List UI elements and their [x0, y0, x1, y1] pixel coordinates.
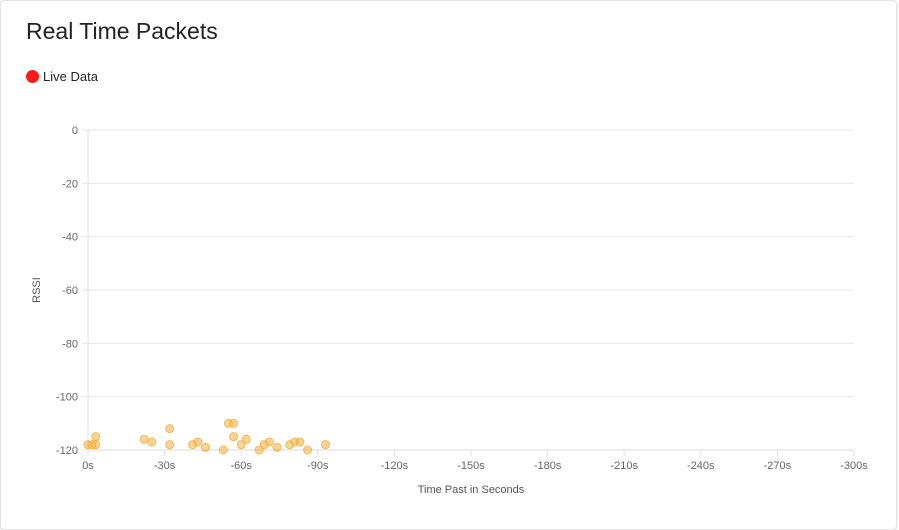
data-point[interactable] [264, 437, 274, 447]
x-tick-label: -180s [534, 460, 562, 472]
x-tick-label: -30s [154, 460, 176, 472]
x-axis-title: Time Past in Seconds [418, 484, 525, 496]
y-tick-label: -120 [56, 445, 78, 457]
data-point[interactable] [193, 437, 203, 447]
y-tick-label: -80 [62, 338, 78, 350]
data-point[interactable] [218, 445, 228, 455]
x-tick-label: 0s [82, 460, 94, 472]
x-tick-label: -270s [764, 460, 792, 472]
legend[interactable]: Live Data [26, 69, 98, 84]
chart-title: Real Time Packets [26, 18, 218, 44]
data-points [83, 418, 330, 455]
data-point[interactable] [165, 424, 175, 434]
data-point[interactable] [236, 440, 246, 450]
x-tick-label: -150s [457, 460, 485, 472]
x-tick-label: -300s [840, 460, 868, 472]
axes: 0 -20 -40 -60 -80 -100 -120 0s -30s -60s -90s -120s… [56, 125, 868, 472]
data-point[interactable] [320, 440, 330, 450]
x-tick-label: -240s [687, 460, 715, 472]
data-point[interactable] [295, 437, 305, 447]
legend-swatch [26, 70, 39, 83]
data-point[interactable] [303, 445, 313, 455]
data-point[interactable] [147, 437, 157, 447]
data-point[interactable] [229, 418, 239, 428]
data-point[interactable] [272, 442, 282, 452]
data-point[interactable] [200, 442, 210, 452]
y-axis-title: RSSI [31, 277, 43, 303]
data-point[interactable] [254, 445, 264, 455]
y-tick-label: -40 [62, 232, 78, 244]
legend-label: Live Data [43, 69, 98, 84]
x-tick-label: -120s [381, 460, 409, 472]
y-tick-label: -20 [62, 178, 78, 190]
y-tick-label: -60 [62, 285, 78, 297]
data-point[interactable] [139, 434, 149, 444]
data-point[interactable] [165, 440, 175, 450]
x-tick-label: -60s [230, 460, 252, 472]
data-point[interactable] [91, 432, 101, 442]
grid [82, 129, 855, 456]
y-tick-label: -100 [56, 392, 78, 404]
data-point[interactable] [241, 434, 251, 444]
y-tick-label: 0 [72, 125, 78, 137]
x-tick-label: -90s [307, 460, 329, 472]
x-tick-label: -210s [610, 460, 638, 472]
data-point[interactable] [91, 440, 101, 450]
data-point[interactable] [229, 432, 239, 442]
